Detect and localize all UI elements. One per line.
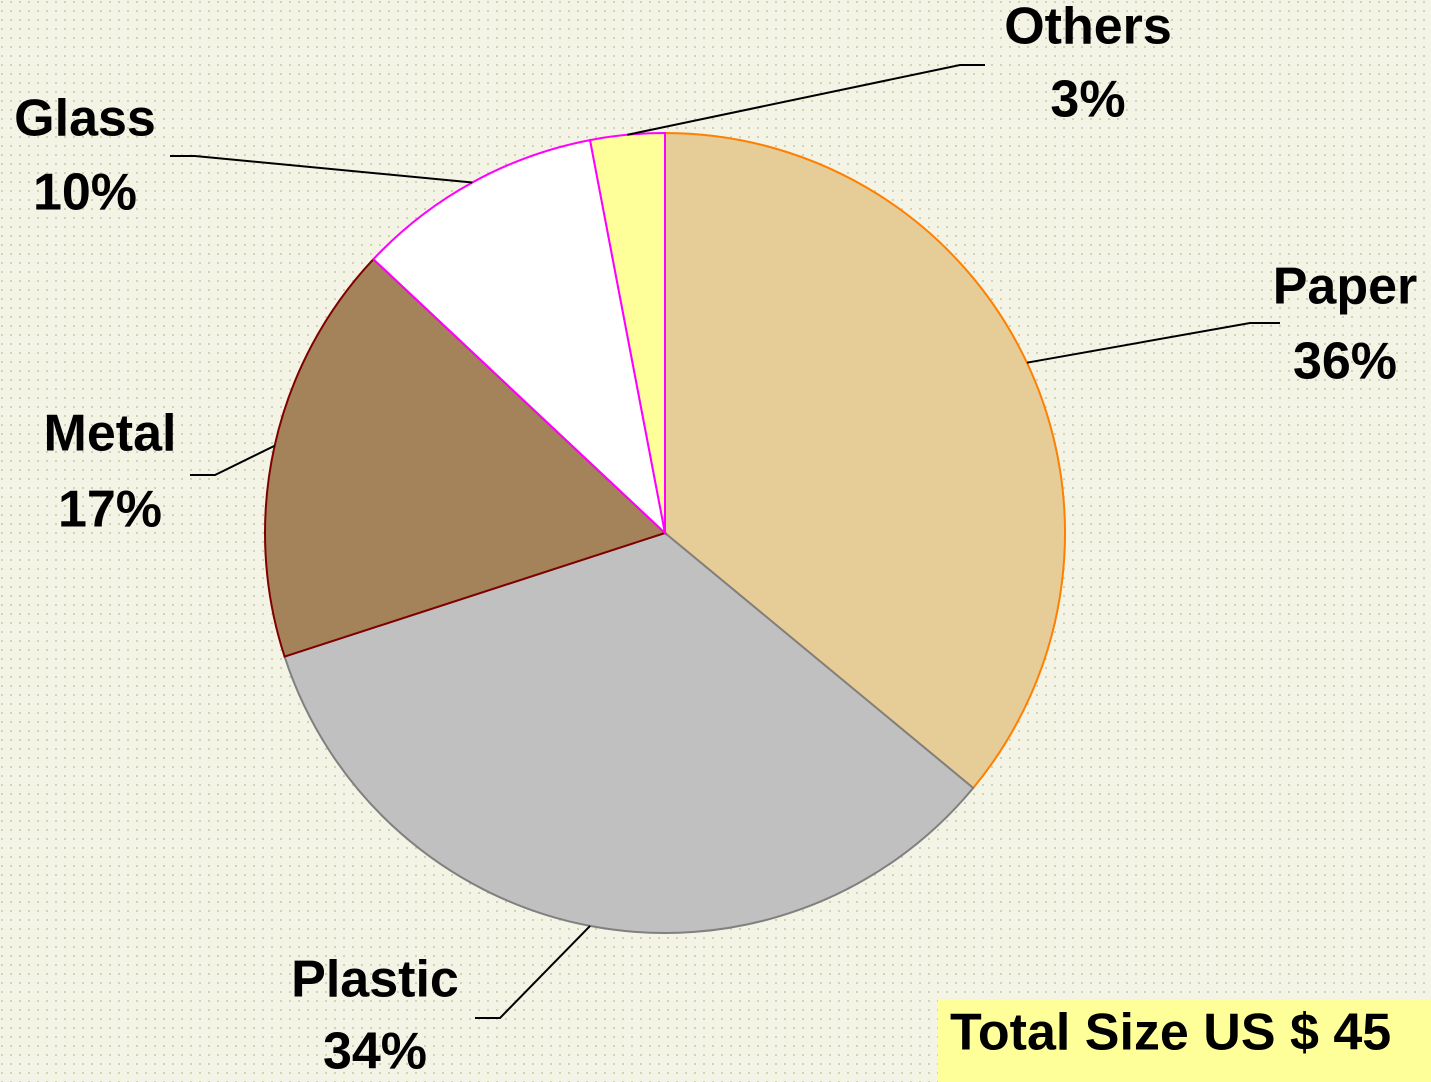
pie-slice: [371, 138, 667, 536]
slice-label: Paper: [1273, 258, 1418, 316]
slice-label: Others: [1004, 0, 1172, 56]
pie-slice: [664, 131, 1066, 790]
annotation-box: [938, 1000, 1431, 1082]
leader-line: [170, 155, 473, 184]
slice-label: Metal: [44, 405, 177, 463]
leader-line: [475, 925, 591, 1019]
slice-value-label: 17%: [58, 481, 162, 539]
pie-slice: [588, 131, 666, 534]
leader-line: [1026, 322, 1280, 364]
slice-label: Glass: [14, 90, 156, 148]
leader-line: [627, 64, 985, 136]
slice-value-label: 34%: [323, 1023, 427, 1081]
annotation: Total Size US $ 45: [950, 1004, 1391, 1062]
slice-value-label: 3%: [1050, 71, 1125, 129]
leader-line: [190, 444, 276, 476]
slice-value-label: 36%: [1293, 333, 1397, 391]
slice-value-label: 10%: [33, 164, 137, 222]
slice-label: Plastic: [291, 951, 459, 1009]
